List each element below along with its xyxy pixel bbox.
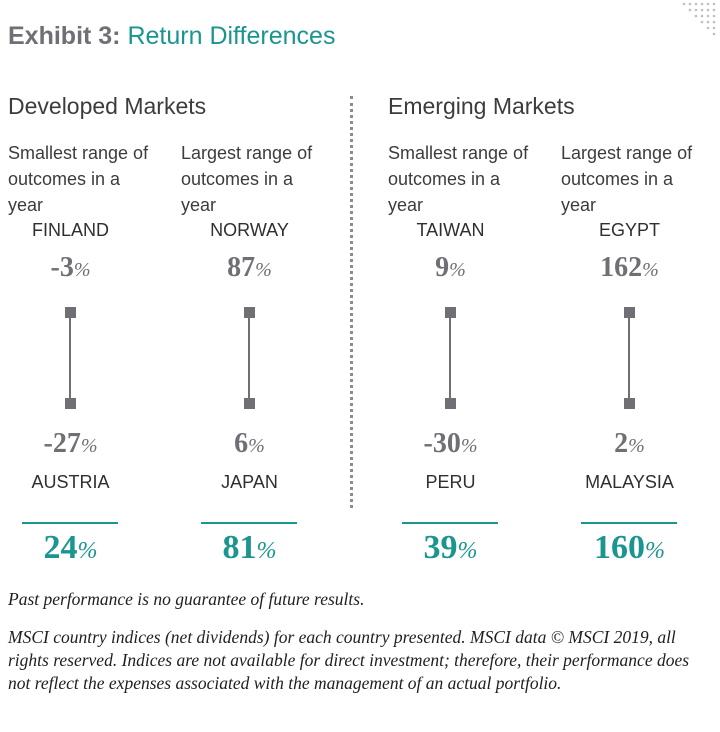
low-value-label: -27% <box>0 428 158 462</box>
column-header: Smallest range of outcomes in a year <box>388 143 529 215</box>
range-difference-value-unit: % <box>457 538 478 564</box>
exhibit-label: Exhibit 3: <box>8 22 121 50</box>
difference-rule <box>201 522 297 524</box>
panel-divider <box>350 96 353 508</box>
high-value-label: -3% <box>0 252 158 286</box>
range-difference-value-number: 24 <box>43 529 78 566</box>
range-difference-value-unit: % <box>645 538 665 564</box>
low-value-label-number: -27 <box>43 428 81 459</box>
low-value-label: 2% <box>542 428 717 462</box>
high-value-label: 9% <box>363 252 538 286</box>
source-note: MSCI country indices (net dividends) for… <box>8 627 690 693</box>
low-value-label-unit: % <box>80 435 98 457</box>
high-country-label: EGYPT <box>598 220 660 240</box>
low-value-label-unit: % <box>248 435 265 457</box>
range-line <box>248 312 250 404</box>
range-difference-value-unit: % <box>77 538 98 564</box>
high-country-label: NORWAY <box>210 220 289 240</box>
range-difference-value-number: 160 <box>594 529 645 566</box>
low-value-label-unit: % <box>628 435 645 457</box>
high-value-label-unit: % <box>73 259 91 281</box>
range-line <box>69 312 71 404</box>
exhibit-name: Return Differences <box>127 22 336 50</box>
range-difference-value: 39% <box>363 528 538 571</box>
range-difference-value-number: 39 <box>423 529 458 566</box>
high-value-label-number: -3 <box>50 252 74 283</box>
high-value-label-unit: % <box>255 259 272 281</box>
column-header: Largest range of outcomes in a year <box>181 143 313 215</box>
low-country-label: JAPAN <box>221 472 278 492</box>
range-marker-low <box>244 398 255 409</box>
low-country-label: PERU <box>425 472 476 492</box>
panel-title: Emerging Markets <box>388 93 575 119</box>
high-country-label: FINLAND <box>31 220 109 240</box>
exhibit-title: Exhibit 3: Return Differences <box>8 20 335 52</box>
range-difference-value-number: 81 <box>222 529 257 566</box>
difference-rule <box>402 522 498 524</box>
low-value-label-number: -30 <box>423 428 461 459</box>
panel-title: Developed Markets <box>8 93 207 119</box>
range-marker-low <box>445 398 456 409</box>
difference-rule <box>22 522 118 524</box>
range-difference-value: 160% <box>542 528 717 571</box>
range-line <box>628 312 630 404</box>
high-value-label-unit: % <box>642 259 659 281</box>
low-value-label-unit: % <box>460 435 478 457</box>
high-value-label-number: 87 <box>227 252 256 283</box>
corner-dot-pattern <box>682 2 716 36</box>
low-country-label: MALAYSIA <box>585 472 674 492</box>
low-value-label-number: 2 <box>614 428 629 459</box>
high-value-label-unit: % <box>449 259 466 281</box>
high-value-label: 87% <box>162 252 337 286</box>
range-marker-low <box>624 398 635 409</box>
low-value-label: 6% <box>162 428 337 462</box>
range-marker-low <box>65 398 76 409</box>
high-value-label-number: 162 <box>600 252 643 283</box>
range-difference-value: 81% <box>162 528 337 571</box>
low-country-label: AUSTRIA <box>31 472 110 492</box>
high-value-label-number: 9 <box>435 252 450 283</box>
high-value-label: 162% <box>542 252 717 286</box>
range-difference-value: 24% <box>0 528 158 571</box>
low-value-label: -30% <box>363 428 538 462</box>
disclaimer-note: Past performance is no guarantee of futu… <box>8 589 365 609</box>
difference-rule <box>581 522 677 524</box>
column-header: Smallest range of outcomes in a year <box>8 143 149 215</box>
range-difference-value-unit: % <box>256 538 277 564</box>
range-line <box>449 312 451 404</box>
high-country-label: TAIWAN <box>416 220 485 240</box>
low-value-label-number: 6 <box>234 428 249 459</box>
column-header: Largest range of outcomes in a year <box>561 143 693 215</box>
